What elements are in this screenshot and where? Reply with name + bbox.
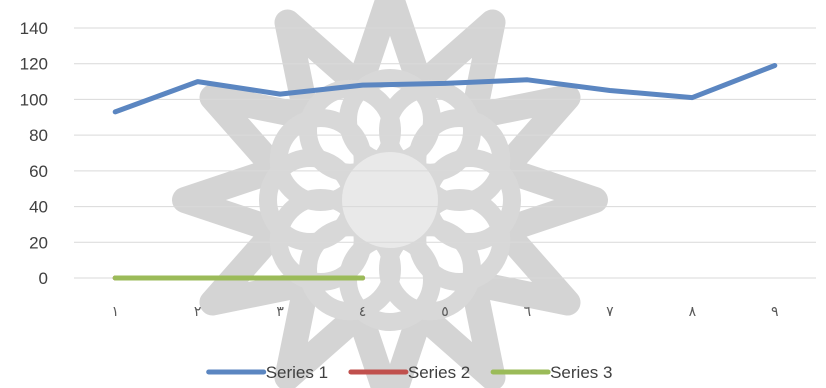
- y-tick-label: 0: [39, 269, 48, 288]
- y-tick-label: 40: [29, 198, 48, 217]
- y-tick-label: 100: [20, 90, 48, 109]
- x-tick-label: ٢: [194, 304, 202, 320]
- x-tick-label: ٩: [771, 304, 779, 320]
- y-axis-tick-labels: 0 20 40 60 80 100 120 140: [20, 19, 48, 288]
- x-tick-label: ٨: [689, 304, 697, 320]
- gridlines: [74, 27, 816, 279]
- x-tick-label: ٥: [441, 304, 449, 320]
- x-tick-label: ١: [111, 304, 119, 320]
- legend: Series 1 Series 2 Series 3: [206, 363, 612, 382]
- x-axis-tick-labels: ١ ٢ ٣ ٤ ٥ ٦ ٧ ٨ ٩: [111, 304, 778, 320]
- legend-label-1: Series 1: [266, 363, 328, 382]
- watermark-center: [342, 152, 438, 248]
- series-lines: [112, 63, 778, 281]
- legend-label-2: Series 2: [408, 363, 470, 382]
- legend-label-3: Series 3: [550, 363, 612, 382]
- y-tick-label: 20: [29, 233, 48, 252]
- x-tick-label: ٣: [276, 304, 284, 320]
- watermark-star: [172, 0, 608, 388]
- y-tick-label: 140: [20, 19, 48, 38]
- x-tick-label: ٧: [606, 304, 614, 320]
- y-tick-label: 120: [20, 55, 48, 74]
- series-line-1: [112, 63, 778, 115]
- y-tick-label: 60: [29, 162, 48, 181]
- x-tick-label: ٤: [359, 304, 367, 320]
- watermark-petal: [269, 109, 372, 211]
- y-tick-label: 80: [29, 126, 48, 145]
- watermark-rosette: [172, 0, 608, 388]
- x-tick-label: ٦: [524, 304, 532, 320]
